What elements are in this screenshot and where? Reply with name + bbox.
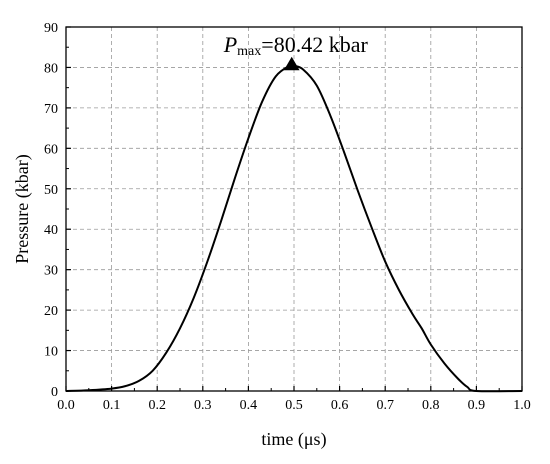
ticks-layer: 0.0 0.1 0.2 0.3 0.4 0.5 0.6 0.7 0.8 0.9 1.0 0 10 20 30… [44,21,531,413]
grid-lines [66,27,522,391]
peak-annotation-value: =80.42 kbar [261,32,368,57]
x-tick-label: 0.1 [103,398,121,413]
y-tick-label: 50 [44,183,58,198]
x-tick-label: 0.6 [331,398,349,413]
y-tick-label: 20 [44,304,58,319]
x-tick-label: 1.0 [513,398,531,413]
y-tick-label: 30 [44,264,58,279]
x-tick-label: 0.4 [240,398,258,413]
peak-annotation-symbol: P [223,32,237,57]
y-tick-label: 70 [44,102,58,117]
peak-marker [283,56,300,71]
peak-annotation: Pmax=80.42 kbar [223,32,369,59]
y-tick-label: 90 [44,21,58,36]
y-tick-label: 80 [44,61,58,76]
y-tick-label: 10 [44,345,58,360]
x-tick-label: 0.0 [57,398,75,413]
y-tick-label: 60 [44,142,58,157]
y-axis-title: Pressure (kbar) [12,154,33,263]
x-tick-label: 0.8 [422,398,440,413]
x-tick-label: 0.7 [376,398,394,413]
x-tick-label: 0.9 [468,398,486,413]
x-axis-title: time (μs) [261,429,326,450]
x-tick-label: 0.2 [148,398,166,413]
x-tick-label: 0.3 [194,398,212,413]
y-tick-label: 40 [44,223,58,238]
marker-layer [283,56,300,71]
y-tick-label: 0 [51,385,58,400]
x-tick-label: 0.5 [285,398,303,413]
peak-annotation-subscript: max [237,44,261,59]
